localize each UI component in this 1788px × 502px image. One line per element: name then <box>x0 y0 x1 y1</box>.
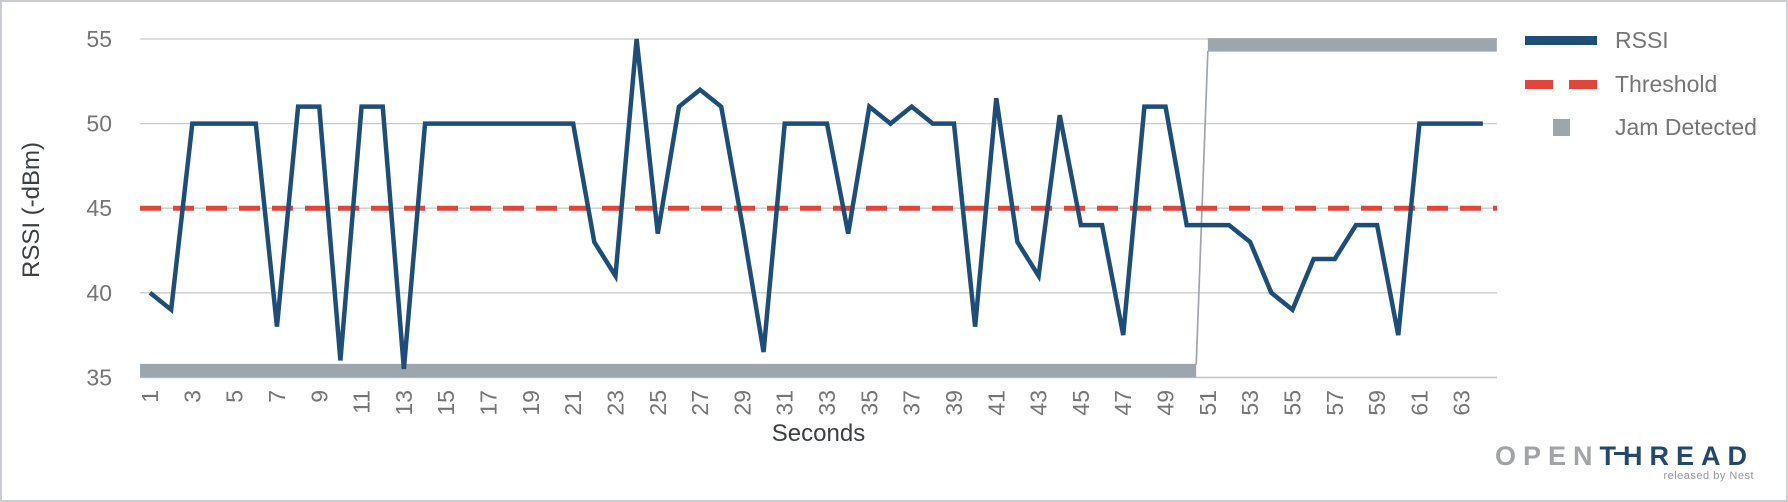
x-tick-label-49: 49 <box>1153 390 1179 416</box>
legend-label-rssi: RSSI <box>1615 26 1669 53</box>
x-tick-label-9: 9 <box>306 390 332 403</box>
legend-item-jam-detected: Jam Detected <box>1525 113 1757 141</box>
rssi-series-line <box>148 38 1483 370</box>
x-tick-label-39: 39 <box>941 390 967 416</box>
x-tick-label-21: 21 <box>560 390 586 416</box>
x-tick-label-3: 3 <box>179 390 205 403</box>
x-tick-label-31: 31 <box>772 390 798 416</box>
openthread-logo-tagline: released by Nest <box>1663 470 1754 482</box>
x-tick-label-45: 45 <box>1068 390 1094 416</box>
x-tick-label-23: 23 <box>602 390 628 416</box>
x-tick-label-15: 15 <box>433 390 459 416</box>
x-tick-label-29: 29 <box>729 390 755 416</box>
x-tick-label-37: 37 <box>899 390 925 416</box>
legend-label-jam-detected: Jam Detected <box>1615 113 1757 140</box>
openthread-logo-wordmark: OPENTHREAD <box>1494 441 1754 471</box>
legend-item-rssi: RSSI <box>1525 26 1669 54</box>
x-tick-label-19: 19 <box>518 390 544 416</box>
y-tick-label-40: 40 <box>86 280 112 306</box>
x-tick-label-11: 11 <box>349 390 375 414</box>
x-tick-label-55: 55 <box>1279 390 1305 416</box>
x-tick-label-1: 1 <box>137 390 163 403</box>
legend-label-threshold: Threshold <box>1615 70 1718 97</box>
jam-square-swatch-icon <box>1525 118 1597 136</box>
x-tick-label-27: 27 <box>687 390 713 416</box>
x-tick-label-59: 59 <box>1364 390 1390 416</box>
x-tick-label-17: 17 <box>476 390 502 416</box>
x-tick-label-25: 25 <box>645 390 671 416</box>
x-tick-label-41: 41 <box>983 390 1009 416</box>
y-tick-label-45: 45 <box>86 195 112 221</box>
x-tick-label-47: 47 <box>1110 390 1136 416</box>
x-tick-label-7: 7 <box>264 390 290 403</box>
x-tick-label-51: 51 <box>1195 390 1221 416</box>
x-tick-label-13: 13 <box>391 390 417 416</box>
x-tick-label-5: 5 <box>222 390 248 403</box>
x-tick-label-53: 53 <box>1237 390 1263 416</box>
rssi-line-swatch-icon <box>1525 35 1597 45</box>
threshold-dash-swatch-icon <box>1525 79 1597 89</box>
x-tick-label-35: 35 <box>856 390 882 416</box>
y-axis-title: RSSI (-dBm) <box>18 142 45 279</box>
x-tick-label-57: 57 <box>1322 390 1348 416</box>
x-tick-label-63: 63 <box>1449 390 1475 416</box>
y-tick-label-35: 35 <box>86 364 112 390</box>
x-axis-title: Seconds <box>771 420 866 447</box>
x-tick-label-33: 33 <box>814 390 840 416</box>
y-tick-label-50: 50 <box>86 111 112 137</box>
openthread-logo: OPENTHREAD released by Nest <box>1495 441 1754 482</box>
x-tick-label-61: 61 <box>1406 390 1432 416</box>
x-tick-label-43: 43 <box>1026 390 1052 416</box>
legend-item-threshold: Threshold <box>1525 70 1717 98</box>
y-tick-label-55: 55 <box>86 26 112 52</box>
